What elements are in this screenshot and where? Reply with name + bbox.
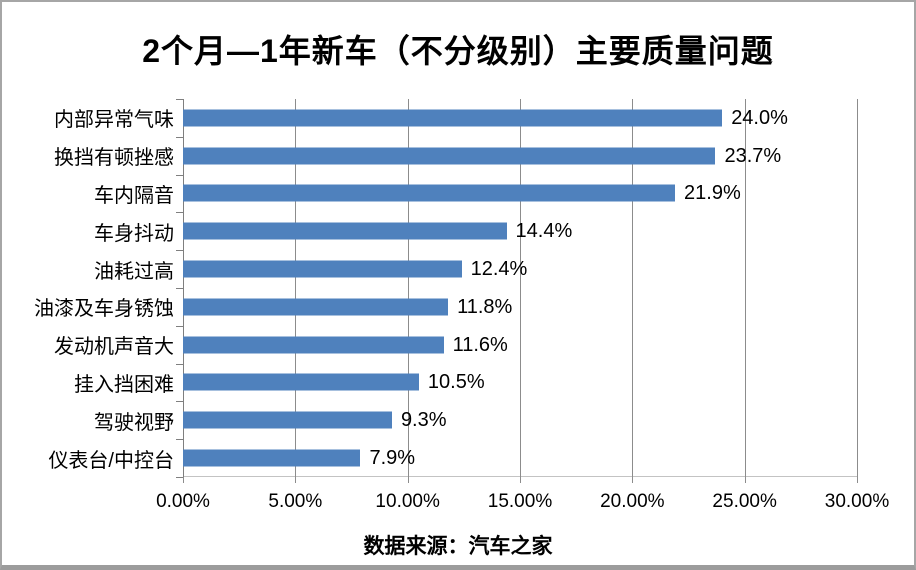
x-axis-tick-mark — [520, 477, 521, 483]
x-axis-tick-mark — [632, 477, 634, 483]
bar-value-label: 10.5% — [427, 371, 485, 394]
bar — [183, 109, 723, 127]
bar-row: 14.4% — [183, 212, 857, 250]
bar — [183, 336, 444, 354]
bar-value-label: 11.6% — [452, 333, 508, 356]
bar-value-label: 12.4% — [470, 258, 528, 281]
bar — [183, 411, 392, 429]
bar — [183, 260, 462, 278]
x-axis-tick-mark — [744, 477, 746, 483]
category-label: 油漆及车身锈蚀 — [34, 298, 174, 321]
x-axis-tick-mark — [407, 477, 409, 483]
x-tick-label: 25.00% — [712, 491, 777, 512]
x-axis-tick-labels: 0.00% 5.00% 10.00% 15.00% 20.00% 25.00% 30.00% — [156, 491, 889, 515]
y-axis-tick-mark — [176, 363, 183, 365]
x-axis-tick-mark — [183, 477, 184, 483]
x-tick-label: 15.00% — [487, 491, 553, 512]
bar-value-label: 21.9% — [684, 182, 741, 205]
bar-row: 11.6% — [183, 326, 857, 364]
bar-row: 11.8% — [183, 288, 857, 326]
x-tick-label: 30.00% — [824, 491, 890, 512]
bar-value-label: 11.8% — [457, 295, 513, 318]
x-tick-label: 10.00% — [375, 491, 440, 512]
category-label: 发动机声音大 — [54, 336, 174, 359]
bar-row: 21.9% — [183, 175, 857, 213]
bar-value-label: 7.9% — [369, 447, 416, 470]
bar — [183, 184, 676, 202]
y-axis-tick-mark — [176, 174, 183, 176]
category-label: 换挡有顿挫感 — [54, 147, 174, 170]
y-axis-tick-mark — [176, 212, 183, 214]
gridline — [632, 99, 634, 477]
category-label: 油耗过高 — [94, 260, 174, 283]
x-tick-label: 0.00% — [156, 491, 210, 512]
bar-value-label: 23.7% — [724, 144, 782, 167]
gridline — [295, 99, 297, 477]
gridline — [857, 99, 858, 477]
y-axis-tick-mark — [176, 250, 183, 252]
x-tick-label: 5.00% — [268, 491, 323, 512]
bar-value-label: 9.3% — [400, 409, 447, 432]
gridline — [520, 99, 521, 477]
gridline — [744, 99, 746, 477]
bar — [183, 373, 419, 391]
y-axis-tick-mark — [176, 136, 183, 138]
bar — [183, 222, 507, 240]
x-tick-label: 20.00% — [600, 491, 665, 512]
category-label: 仪表台/中控台 — [48, 449, 174, 472]
y-axis-tick-mark — [176, 401, 183, 403]
category-label: 车身抖动 — [94, 222, 174, 245]
x-axis-tick-mark — [857, 477, 858, 483]
y-axis-line — [183, 99, 184, 483]
x-axis-tick-mark — [295, 477, 297, 483]
bar-row: 7.9% — [183, 439, 857, 477]
category-label: 车内隔音 — [94, 184, 174, 207]
bar-value-label: 14.4% — [515, 220, 573, 243]
bar-row: 9.3% — [183, 401, 857, 439]
plot-area: 24.0% 23.7% 21.9% 14.4% 12.4% 11.8% 11.6% 10.5%… — [176, 99, 858, 483]
y-axis-tick-mark — [176, 99, 183, 100]
category-label: 内部异常气味 — [54, 109, 174, 132]
y-axis-tick-mark — [176, 477, 183, 478]
bar-value-label: 24.0% — [731, 106, 788, 129]
category-label: 驾驶视野 — [94, 411, 174, 434]
y-axis-tick-mark — [176, 288, 183, 289]
bar-row: 10.5% — [183, 364, 857, 402]
bar — [183, 147, 716, 165]
source-note: 数据来源：汽车之家 — [363, 535, 553, 558]
bar-row: 24.0% — [183, 99, 857, 137]
category-label: 挂入挡困难 — [74, 373, 174, 396]
gridline — [407, 99, 409, 477]
bar-row: 12.4% — [183, 250, 857, 288]
bar — [183, 449, 361, 467]
category-axis-labels: 内部异常气味 换挡有顿挫感车内隔音车身抖动油耗过高油漆及车身锈蚀发动机声音大挂入挡… — [2, 99, 174, 477]
y-axis-tick-mark — [176, 439, 183, 441]
chart-title: 2个月—1年新车（不分级别）主要质量问题 — [142, 33, 774, 69]
bar-row: 23.7% — [183, 137, 857, 175]
y-axis-tick-mark — [176, 325, 183, 327]
bar — [183, 298, 449, 316]
